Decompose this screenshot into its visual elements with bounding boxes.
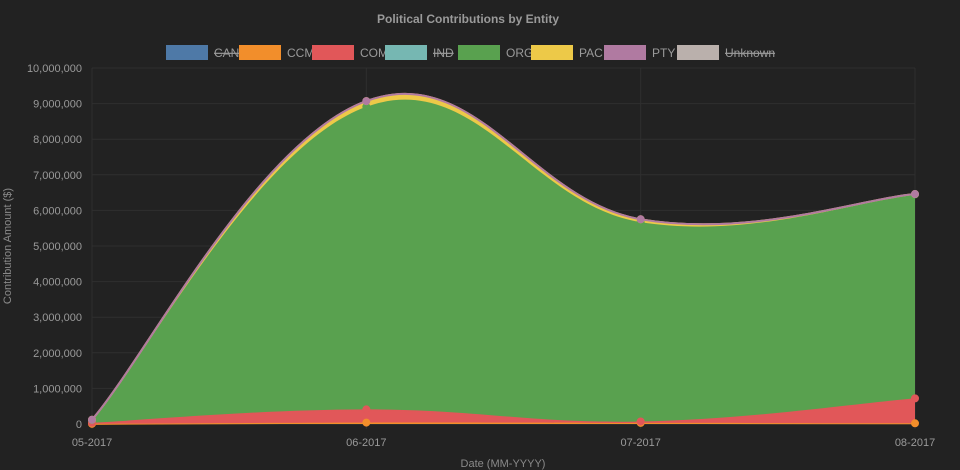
legend-item-unknown[interactable]: Unknown [677, 45, 775, 60]
legend-item-pac[interactable]: PAC [531, 45, 603, 60]
legend-swatch [677, 45, 719, 60]
area-org [92, 99, 915, 423]
point-pty[interactable] [911, 190, 919, 199]
y-tick-label: 6,000,000 [33, 205, 82, 217]
x-tick-label: 05-2017 [72, 437, 112, 449]
legend-label: CCM [287, 46, 314, 60]
chart-title: Political Contributions by Entity [377, 12, 559, 26]
legend-swatch [385, 45, 427, 60]
legend-label: COM [360, 46, 388, 60]
y-tick-label: 1,000,000 [33, 383, 82, 395]
area-com [92, 398, 915, 424]
legend-label: CAN [214, 46, 239, 60]
legend-swatch [166, 45, 208, 60]
legend-item-org[interactable]: ORG [458, 45, 533, 60]
y-tick-label: 4,000,000 [33, 277, 82, 289]
legend-swatch [458, 45, 500, 60]
y-tick-label: 8,000,000 [33, 134, 82, 146]
point-pty[interactable] [88, 415, 96, 424]
y-axis-ticks: 0 1,000,000 2,000,000 3,000,000 4,000,000 5,0… [27, 63, 82, 431]
x-tick-label: 08-2017 [895, 437, 935, 449]
point-com[interactable] [362, 405, 371, 414]
legend-item-pty[interactable]: PTY [604, 45, 675, 60]
legend-label: Unknown [725, 46, 775, 60]
point-pty[interactable] [636, 215, 645, 224]
y-tick-label: 3,000,000 [33, 312, 82, 324]
legend: CAN CCM COM IND ORG PAC PTY Unknown [166, 45, 775, 60]
y-tick-label: 5,000,000 [33, 241, 82, 253]
legend-item-ccm[interactable]: CCM [239, 45, 314, 60]
y-tick-label: 10,000,000 [27, 63, 82, 75]
legend-label: IND [433, 46, 454, 60]
point-com[interactable] [636, 417, 645, 426]
x-axis-ticks: 05-2017 06-2017 07-2017 08-2017 [72, 437, 935, 449]
y-tick-label: 7,000,000 [33, 170, 82, 182]
x-axis-title: Date (MM-YYYY) [461, 458, 546, 470]
legend-label: PTY [652, 46, 675, 60]
y-axis-title: Contribution Amount ($) [2, 188, 14, 304]
point-ccm[interactable] [911, 419, 919, 428]
legend-swatch [312, 45, 354, 60]
y-tick-label: 2,000,000 [33, 348, 82, 360]
legend-item-com[interactable]: COM [312, 45, 388, 60]
legend-swatch [531, 45, 573, 60]
legend-item-ind[interactable]: IND [385, 45, 454, 60]
x-tick-label: 06-2017 [346, 437, 386, 449]
plot-areas [91, 93, 916, 425]
legend-label: ORG [506, 46, 533, 60]
y-tick-label: 9,000,000 [33, 99, 82, 111]
data-points [88, 97, 919, 428]
point-com[interactable] [911, 394, 919, 403]
legend-label: PAC [579, 46, 603, 60]
point-pty[interactable] [362, 97, 371, 106]
y-tick-label: 0 [76, 419, 82, 431]
legend-swatch [604, 45, 646, 60]
x-tick-label: 07-2017 [620, 437, 660, 449]
line-pty [91, 93, 916, 421]
legend-item-can[interactable]: CAN [166, 45, 239, 60]
point-ccm[interactable] [362, 418, 371, 427]
legend-swatch [239, 45, 281, 60]
